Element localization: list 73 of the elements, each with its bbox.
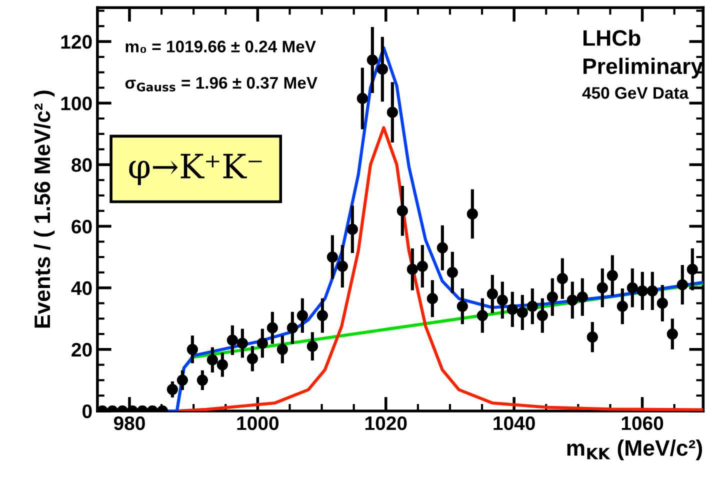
point xyxy=(586,332,598,343)
point xyxy=(246,353,258,364)
y-tick-label: 60 xyxy=(72,220,92,234)
point xyxy=(616,300,628,312)
annotation: Preliminary xyxy=(584,58,703,79)
annotation: 450 GeV Data xyxy=(582,87,689,99)
point xyxy=(536,310,548,322)
point xyxy=(326,251,338,263)
annotation: σ$_{Gauss}$ = 1.96 ± 0.37 MeV xyxy=(125,76,318,92)
point xyxy=(526,300,538,312)
point xyxy=(206,354,218,366)
point xyxy=(506,304,518,315)
point xyxy=(226,334,238,346)
annotation: φ→K⁺K⁻ xyxy=(129,154,262,186)
x-axis-title: m$_{KK}$ (MeV/c²) xyxy=(567,440,702,460)
y-tick-label: 0 xyxy=(82,404,92,418)
point xyxy=(386,106,398,118)
x-tick-label: 1020 xyxy=(365,416,407,430)
point xyxy=(306,340,318,352)
point xyxy=(266,322,278,334)
point xyxy=(216,359,228,370)
point xyxy=(196,374,208,386)
point xyxy=(516,306,528,318)
point xyxy=(636,285,648,296)
point xyxy=(646,285,658,296)
point xyxy=(546,292,558,303)
point xyxy=(346,224,358,235)
point xyxy=(236,338,248,349)
point xyxy=(406,264,418,275)
y-tick-label: 20 xyxy=(72,342,92,357)
point xyxy=(566,294,578,306)
annotation: LHCb xyxy=(584,30,640,46)
point xyxy=(376,64,388,75)
point xyxy=(336,260,348,272)
point xyxy=(626,282,638,294)
point xyxy=(466,208,478,220)
point xyxy=(256,338,268,349)
point xyxy=(186,344,198,355)
point xyxy=(686,264,698,275)
point xyxy=(316,310,328,322)
point xyxy=(556,273,568,284)
point xyxy=(356,92,368,104)
point xyxy=(176,374,188,386)
x-tick-label: 980 xyxy=(114,416,145,430)
point xyxy=(676,279,688,290)
point xyxy=(666,328,678,340)
y-axis-title: Events / ( 1.56 MeV/c² ) xyxy=(34,90,55,328)
point xyxy=(416,260,428,272)
x-tick-label: 1000 xyxy=(237,416,279,430)
point xyxy=(496,294,508,306)
annotation: m₀ = 1019.66 ± 0.24 MeV xyxy=(126,40,316,53)
y-tick-label: 40 xyxy=(71,281,92,296)
point xyxy=(296,310,308,322)
point xyxy=(576,292,588,303)
y-tick-label: 100 xyxy=(61,96,92,110)
point xyxy=(476,310,488,322)
point xyxy=(396,205,408,216)
y-tick-label: 120 xyxy=(61,35,92,49)
point xyxy=(366,54,378,66)
x-tick-label: 1040 xyxy=(494,416,535,430)
point xyxy=(426,293,438,304)
point xyxy=(166,384,178,395)
point xyxy=(486,288,498,300)
point xyxy=(276,344,288,355)
point xyxy=(436,242,448,254)
point xyxy=(456,300,468,312)
x-tick-label: 1060 xyxy=(622,416,664,430)
y-tick-label: 80 xyxy=(72,158,92,172)
point xyxy=(446,266,458,278)
point xyxy=(596,282,608,294)
point xyxy=(656,298,668,309)
point xyxy=(286,322,298,334)
point xyxy=(606,270,618,282)
